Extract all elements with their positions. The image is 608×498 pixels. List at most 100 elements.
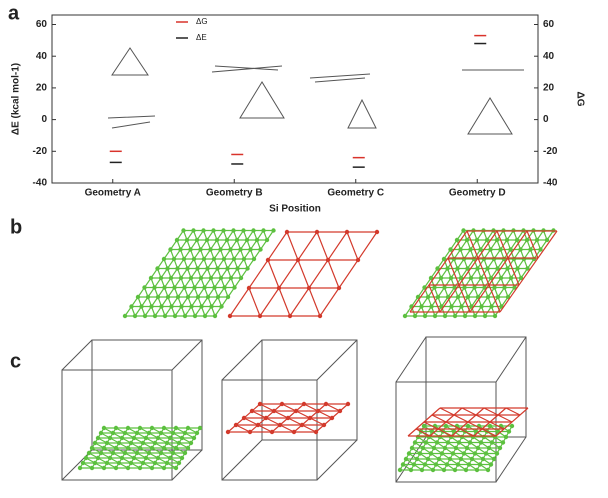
atom xyxy=(472,285,477,290)
cell-box xyxy=(221,339,358,481)
atom xyxy=(233,422,239,428)
atom xyxy=(402,313,408,319)
bond xyxy=(462,230,496,317)
atom xyxy=(179,435,185,441)
atom xyxy=(238,247,243,252)
atom xyxy=(419,304,424,309)
atom xyxy=(152,440,158,446)
atom xyxy=(455,294,461,300)
atom xyxy=(439,451,445,456)
atom xyxy=(125,465,131,471)
atom xyxy=(188,275,194,281)
atom xyxy=(261,228,266,233)
bond xyxy=(281,403,325,426)
y2-axis-label: ΔG xyxy=(574,92,585,107)
atom xyxy=(113,445,119,451)
atom xyxy=(438,275,444,281)
bond xyxy=(483,407,513,423)
atom xyxy=(287,313,293,319)
atom xyxy=(337,408,343,414)
atom xyxy=(182,430,188,436)
y-tick-label: 60 xyxy=(36,19,48,30)
atom xyxy=(492,313,498,319)
atom xyxy=(104,460,110,466)
atom xyxy=(452,313,458,319)
bond xyxy=(464,230,524,317)
atom xyxy=(143,455,149,461)
atom xyxy=(98,430,104,436)
bond xyxy=(346,231,359,261)
atom xyxy=(455,462,461,467)
atom xyxy=(185,266,190,271)
atom xyxy=(116,460,122,466)
atom xyxy=(284,229,290,235)
atom xyxy=(149,425,155,431)
atom xyxy=(489,440,495,445)
atom xyxy=(518,247,523,252)
x-axis-label: Si Position xyxy=(269,204,321,215)
bond xyxy=(474,230,534,317)
atom xyxy=(168,247,173,252)
atom xyxy=(425,456,431,462)
atom xyxy=(192,313,198,319)
atom xyxy=(178,247,183,252)
atom xyxy=(152,285,157,290)
atom xyxy=(225,294,231,300)
atom xyxy=(140,440,146,446)
atom xyxy=(95,435,101,441)
bond xyxy=(88,452,117,469)
atom xyxy=(495,294,501,300)
x-tick-label: Geometry B xyxy=(206,188,263,199)
y-tick-label: 0 xyxy=(41,114,47,125)
bond xyxy=(229,231,288,317)
atom xyxy=(95,455,101,461)
atom xyxy=(178,275,184,281)
atom xyxy=(185,425,191,431)
atom xyxy=(474,467,480,473)
atom xyxy=(514,237,520,243)
atom xyxy=(504,237,510,243)
atom xyxy=(92,460,98,466)
bond xyxy=(495,407,529,437)
atom xyxy=(204,237,210,243)
atom xyxy=(221,256,227,262)
atom xyxy=(291,429,297,435)
atom xyxy=(435,266,440,271)
atom xyxy=(158,275,164,281)
atom xyxy=(249,408,255,414)
y2-tick-label: 0 xyxy=(543,114,549,125)
bond xyxy=(505,407,521,416)
atom xyxy=(423,440,429,445)
atom xyxy=(428,275,434,281)
atom xyxy=(264,237,270,243)
atom xyxy=(215,266,220,271)
atom xyxy=(142,285,147,290)
atom xyxy=(152,313,158,319)
atom xyxy=(442,313,448,319)
atom xyxy=(462,313,468,319)
atom xyxy=(485,266,490,271)
bond xyxy=(124,230,184,317)
atom xyxy=(110,430,116,436)
y-tick-label: -20 xyxy=(33,146,48,157)
atom xyxy=(122,313,128,319)
atom xyxy=(107,455,113,461)
atom xyxy=(488,275,494,281)
atom xyxy=(494,451,500,456)
atom xyxy=(465,423,471,429)
atom xyxy=(129,304,134,309)
atom xyxy=(508,247,513,252)
atom xyxy=(500,440,506,445)
atom xyxy=(321,422,327,428)
atom xyxy=(191,256,197,262)
atom xyxy=(128,460,134,466)
bond xyxy=(289,231,348,317)
atom xyxy=(155,266,160,271)
bond xyxy=(444,230,504,317)
cell-box xyxy=(61,339,203,481)
atom xyxy=(161,425,167,431)
atom xyxy=(461,228,466,233)
atom xyxy=(412,440,418,445)
lattice xyxy=(122,228,276,319)
atom xyxy=(98,450,104,456)
